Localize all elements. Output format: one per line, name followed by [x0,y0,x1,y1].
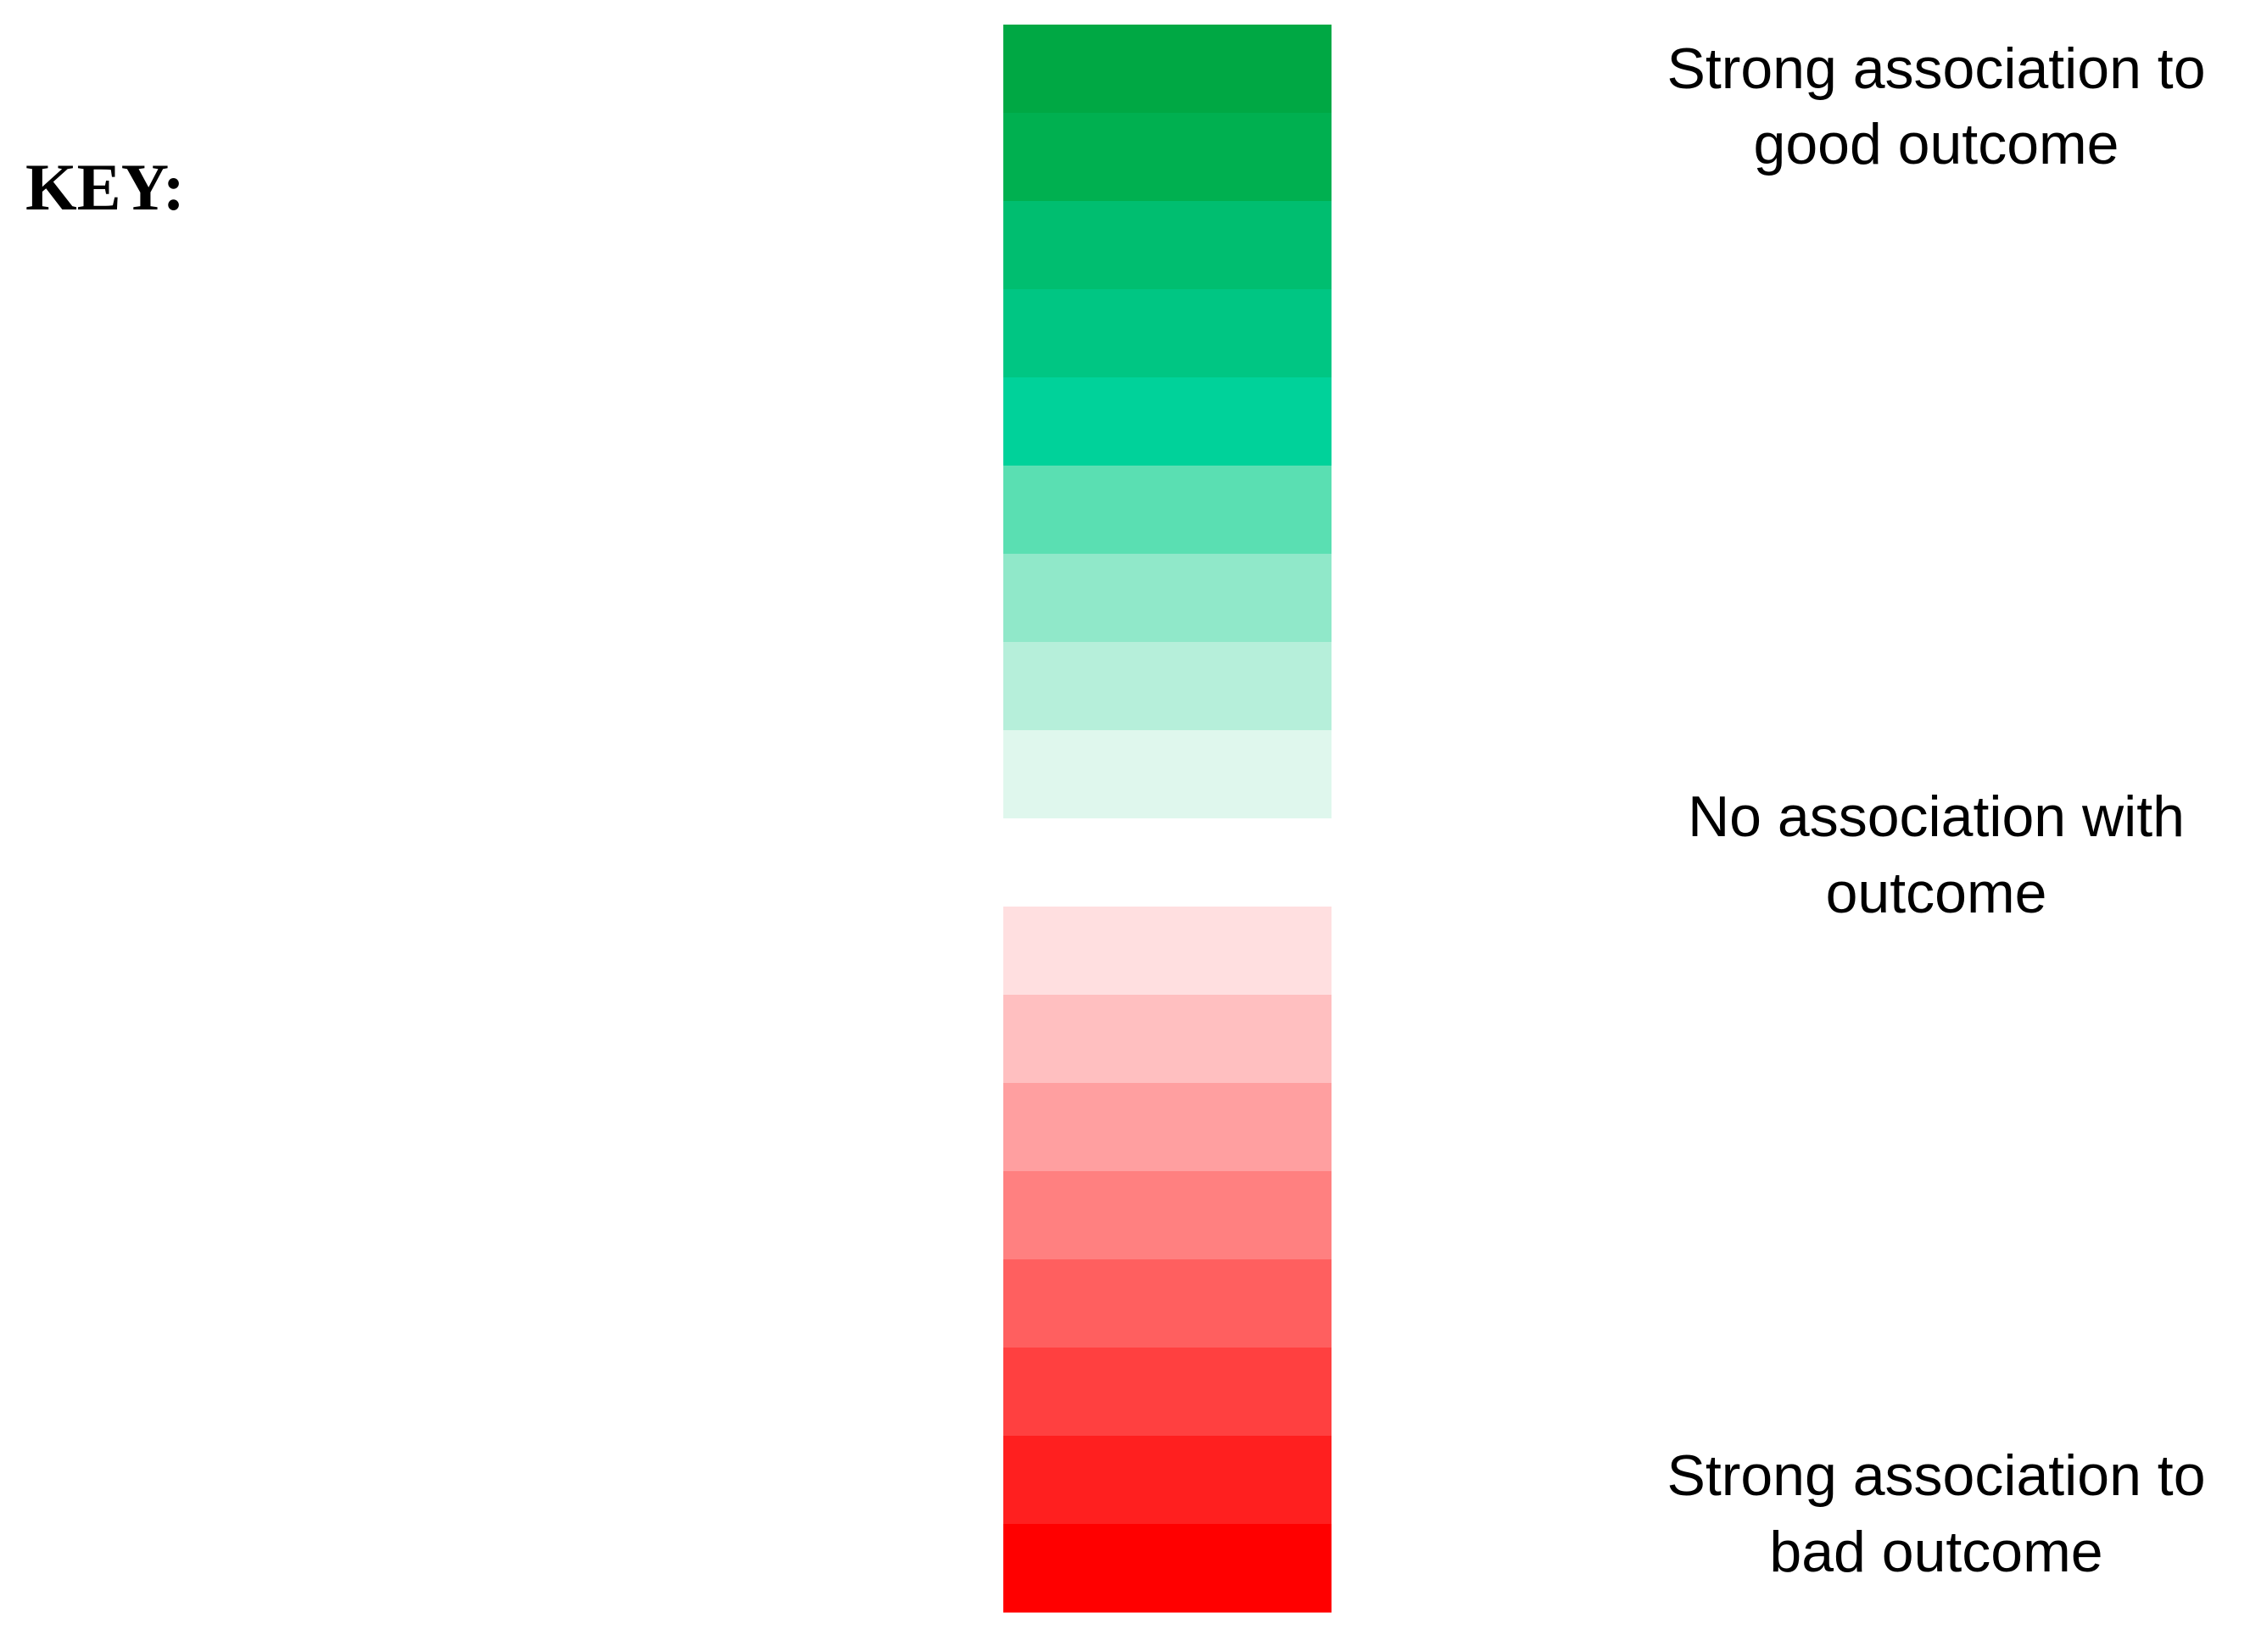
color-swatch [1003,1171,1332,1260]
color-swatch [1003,730,1332,819]
color-swatch [1003,377,1332,466]
label-line: Strong association to [1667,36,2205,101]
label-line: bad outcome [1769,1520,2102,1584]
color-swatch [1003,289,1332,378]
color-swatch [1003,907,1332,996]
label-line: good outcome [1754,112,2119,176]
key-title: KEY: [25,150,185,224]
color-swatch [1003,1524,1332,1613]
color-swatch [1003,1259,1332,1348]
color-swatch [1003,113,1332,202]
label-line: No association with [1688,784,2185,849]
color-swatch [1003,1083,1332,1172]
color-swatch [1003,554,1332,643]
color-swatch [1003,1436,1332,1525]
color-scale [1003,25,1332,1613]
color-swatch [1003,1348,1332,1437]
color-swatch [1003,201,1332,290]
color-swatch [1003,995,1332,1084]
color-swatch [1003,466,1332,555]
color-swatch [1003,818,1332,907]
label-line: Strong association to [1667,1443,2205,1508]
color-swatch [1003,642,1332,731]
label-line: outcome [1826,861,2047,925]
color-swatch [1003,25,1332,114]
